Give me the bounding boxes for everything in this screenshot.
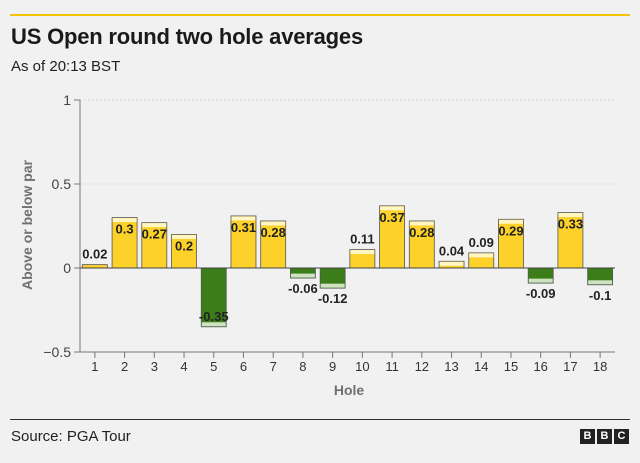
x-tick-label: 6 bbox=[240, 359, 247, 374]
footer-rule bbox=[10, 419, 630, 420]
x-tick-label: 5 bbox=[210, 359, 217, 374]
bar-cap bbox=[261, 221, 286, 226]
bbc-logo: B B C bbox=[580, 429, 629, 444]
x-tick-label: 2 bbox=[121, 359, 128, 374]
data-label: 0.33 bbox=[558, 217, 583, 232]
bbc-logo-block-3: C bbox=[614, 429, 629, 444]
data-label: 0.37 bbox=[379, 210, 404, 225]
bar-cap bbox=[142, 223, 167, 228]
bar-cap bbox=[290, 273, 315, 278]
bar-hole-11 bbox=[379, 205, 405, 269]
chart-title: US Open round two hole averages bbox=[11, 24, 363, 49]
bar-hole-4 bbox=[171, 233, 197, 269]
top-accent-rule bbox=[10, 14, 630, 16]
data-label: 0.11 bbox=[350, 232, 375, 247]
data-label: 0.28 bbox=[261, 225, 286, 240]
x-tick-label: 3 bbox=[151, 359, 158, 374]
x-tick-label: 13 bbox=[444, 359, 458, 374]
x-tick-label: 7 bbox=[270, 359, 277, 374]
bar-hole-2 bbox=[111, 217, 138, 269]
bar-cap bbox=[528, 278, 553, 283]
axis-layer: 10.50−0.51 2 3 4 5 6 7 8 9 10 11 12 13 14 15 16 17 18 bbox=[43, 92, 615, 374]
x-tick-label: 4 bbox=[180, 359, 187, 374]
y-tick-label: 1 bbox=[63, 92, 71, 108]
bar-cap bbox=[588, 280, 613, 285]
y-tick-label: −0.5 bbox=[43, 344, 71, 360]
bar-cap bbox=[380, 206, 405, 211]
x-tick-label: 9 bbox=[329, 359, 336, 374]
bar-cap bbox=[558, 213, 583, 218]
x-tick-label: 15 bbox=[504, 359, 518, 374]
bar-cap bbox=[439, 261, 464, 266]
bar-cap bbox=[201, 322, 226, 327]
y-axis-label: Above or below par bbox=[19, 159, 35, 289]
bar-cap bbox=[320, 283, 345, 288]
bar-hole-17 bbox=[557, 212, 584, 269]
data-label: -0.09 bbox=[526, 286, 556, 301]
x-axis-label: Hole bbox=[334, 382, 365, 398]
data-label: 0.29 bbox=[498, 223, 523, 238]
x-tick-label: 10 bbox=[355, 359, 369, 374]
label-layer: 0.02 0.3 0.27 0.2 -0.35 0.31 0.28 -0.06-0.12 0.1… bbox=[82, 210, 611, 324]
x-tick-label: 14 bbox=[474, 359, 488, 374]
bar-cap bbox=[231, 216, 256, 221]
bar-hole-5 bbox=[200, 267, 227, 328]
bar-hole-1 bbox=[81, 264, 108, 269]
bar-layer bbox=[81, 205, 614, 328]
bar-cap bbox=[469, 253, 494, 258]
bar-cap bbox=[498, 219, 523, 224]
x-tick-label: 1 bbox=[91, 359, 98, 374]
data-label: 0.27 bbox=[142, 227, 167, 242]
bbc-logo-block-2: B bbox=[597, 429, 612, 444]
x-tick-label: 8 bbox=[299, 359, 306, 374]
bar-cap bbox=[409, 221, 434, 226]
data-label: -0.06 bbox=[288, 281, 318, 296]
y-tick-label: 0 bbox=[63, 260, 71, 276]
data-label: 0.31 bbox=[231, 220, 256, 235]
bar-cap bbox=[350, 250, 375, 255]
data-label: -0.12 bbox=[318, 291, 348, 306]
bar-hole-15 bbox=[498, 218, 524, 269]
data-label: 0.04 bbox=[439, 243, 465, 258]
x-tick-label: 16 bbox=[533, 359, 547, 374]
data-label: 0.02 bbox=[82, 247, 107, 262]
x-tick-label: 18 bbox=[593, 359, 607, 374]
data-label: -0.1 bbox=[589, 288, 611, 303]
y-tick-label: 0.5 bbox=[52, 176, 72, 192]
bbc-logo-block-1: B bbox=[580, 429, 595, 444]
x-tick-label: 12 bbox=[415, 359, 429, 374]
bar-cap bbox=[112, 218, 137, 223]
x-tick-label: 17 bbox=[563, 359, 577, 374]
bar-cap bbox=[172, 234, 197, 239]
data-label: -0.35 bbox=[199, 309, 229, 324]
chart-subtitle: As of 20:13 BST bbox=[11, 58, 121, 75]
bar-hole-7 bbox=[260, 220, 287, 269]
data-label: 0.28 bbox=[409, 225, 434, 240]
data-label: 0.09 bbox=[469, 235, 494, 250]
data-label: 0.3 bbox=[116, 222, 134, 237]
data-label: 0.2 bbox=[175, 238, 193, 253]
x-tick-label: 11 bbox=[385, 359, 399, 374]
source-note: Source: PGA Tour bbox=[11, 428, 131, 445]
